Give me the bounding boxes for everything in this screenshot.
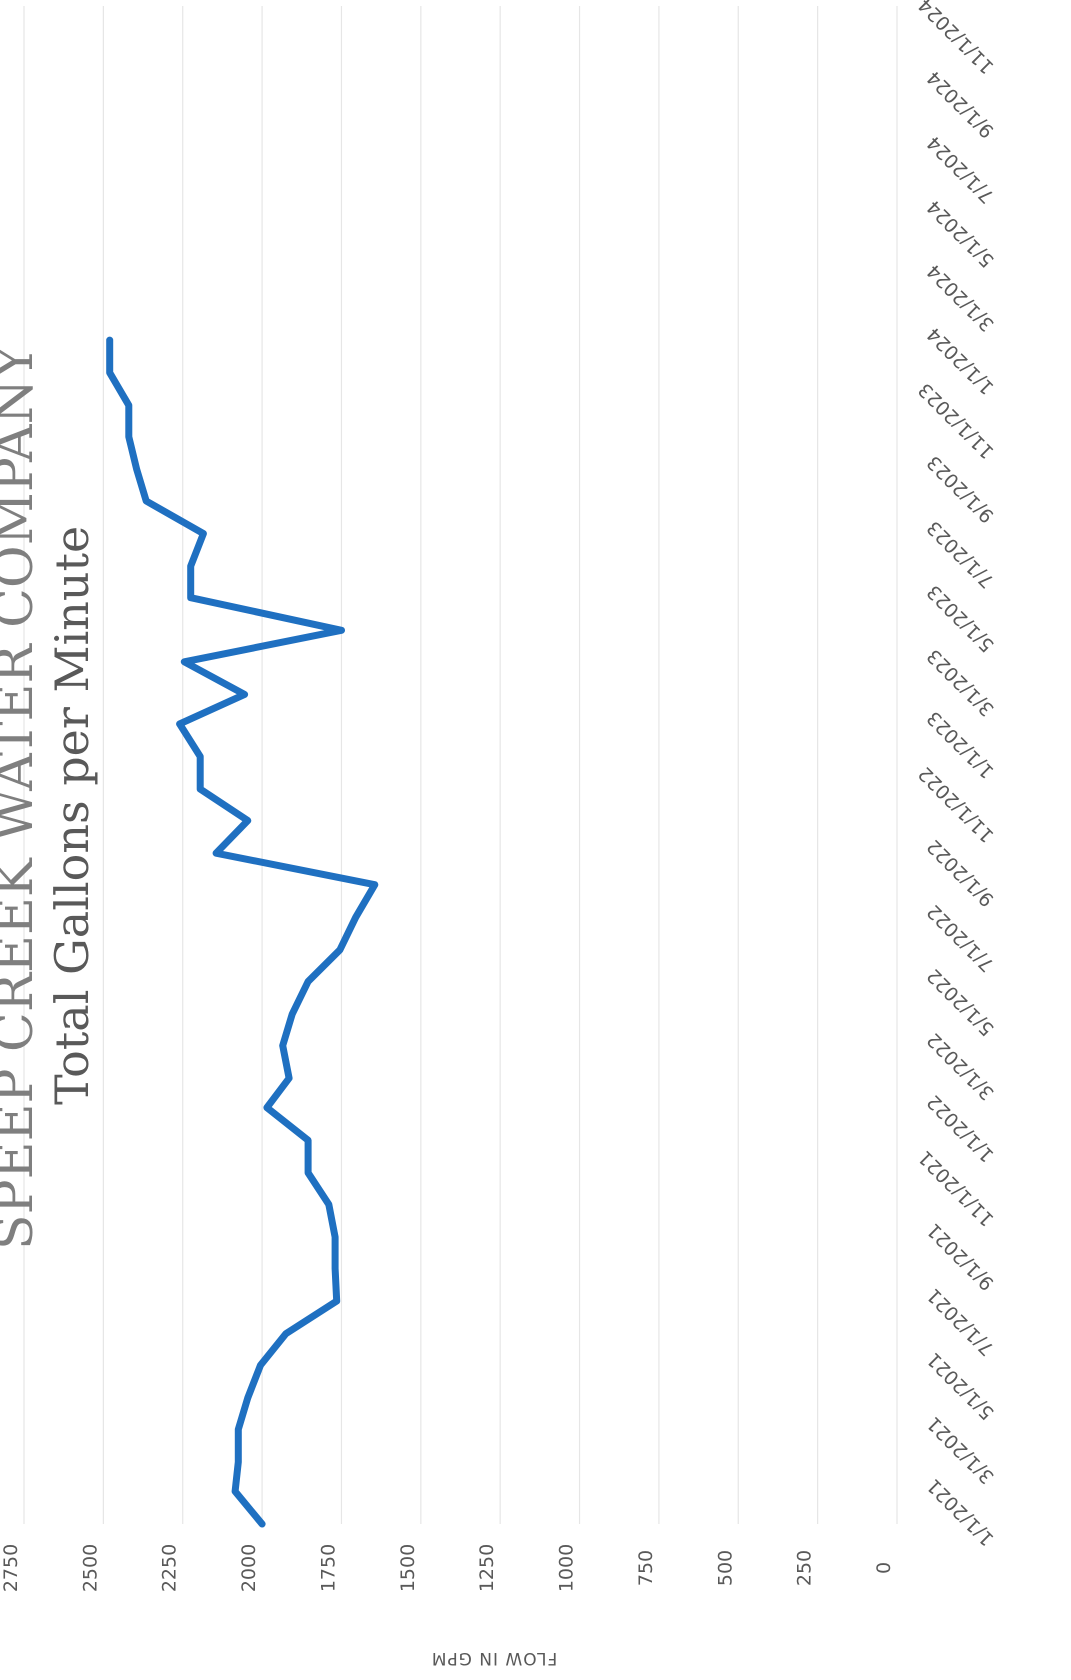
y-tick-label: 750 <box>635 1550 657 1586</box>
x-tick-label: 7/1/2024 <box>923 131 999 207</box>
y-tick-label: 2500 <box>79 1544 101 1592</box>
x-tick-label: 5/1/2024 <box>923 196 999 272</box>
gridlines <box>23 6 898 1524</box>
x-tick-label: 3/1/2024 <box>923 260 999 336</box>
y-tick-label: 1750 <box>317 1544 339 1592</box>
y-tick-label: 1500 <box>397 1544 419 1592</box>
x-tick-label: 9/1/2021 <box>923 1219 999 1295</box>
y-tick-label: 2250 <box>159 1544 181 1592</box>
x-tick-label: 5/1/2022 <box>923 964 999 1040</box>
y-tick-label: 1250 <box>476 1544 498 1592</box>
chart-subtitle: Total Gallons per Minute <box>45 526 99 1105</box>
x-tick-label: 9/1/2022 <box>923 835 999 911</box>
y-tick-label: 250 <box>794 1550 816 1586</box>
x-tick-label: 7/1/2022 <box>923 900 999 976</box>
x-tick-label: 1/1/2021 <box>923 1474 999 1550</box>
y-tick-label: 1000 <box>556 1544 578 1592</box>
y-tick-label: 2000 <box>238 1544 260 1592</box>
y-axis-label: FLOW IN GPM <box>431 1648 557 1668</box>
x-tick-label: 9/1/2024 <box>923 66 999 142</box>
x-tick-label: 7/1/2021 <box>923 1284 999 1360</box>
x-tick-label: 5/1/2021 <box>923 1348 999 1424</box>
x-tick-label: 9/1/2023 <box>923 451 999 527</box>
y-tick-label: 0 <box>873 1562 895 1574</box>
x-tick-label: 3/1/2022 <box>923 1028 999 1104</box>
chart-title: SPEEP CREEK WATER COMPANY <box>0 344 45 1250</box>
x-tick-label: 3/1/2023 <box>923 645 999 721</box>
x-tick-label: 11/1/2024 <box>914 0 998 78</box>
y-tick-label: 2750 <box>0 1544 22 1592</box>
x-tick-label: 7/1/2023 <box>923 516 999 592</box>
y-axis-ticks: 0 250 500 750 1000 1250 1500 1750 2000 2250 2500 27… <box>0 1544 895 1592</box>
x-tick-label: 3/1/2021 <box>923 1412 999 1488</box>
y-tick-label: 500 <box>714 1550 736 1586</box>
series-line-total-gpm <box>106 336 379 1528</box>
x-axis-ticks: 1/1/20213/1/20215/1/20217/1/20219/1/2021… <box>914 0 998 1550</box>
x-tick-label: 5/1/2023 <box>923 580 999 656</box>
